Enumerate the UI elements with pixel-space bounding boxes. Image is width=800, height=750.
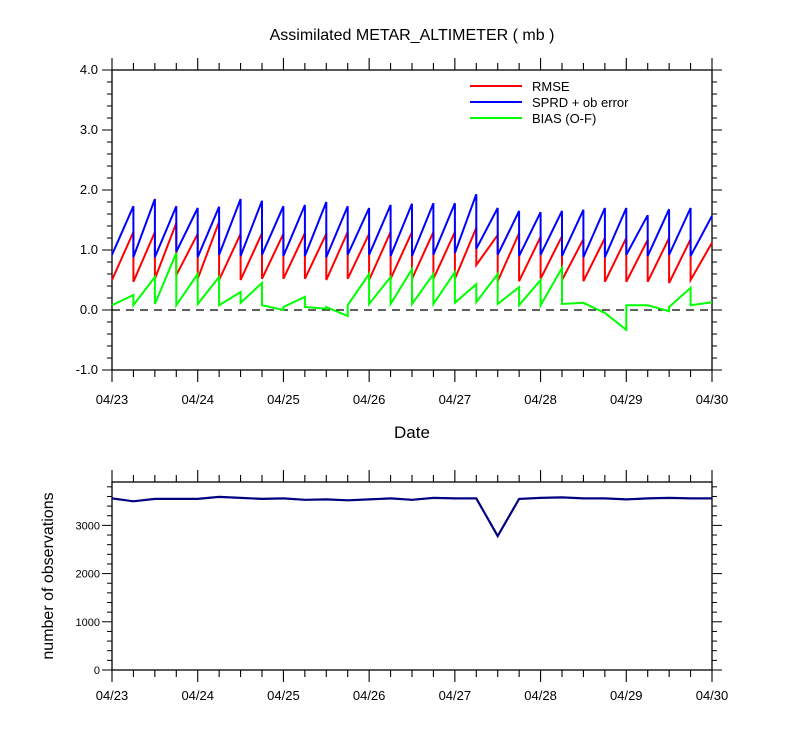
bottom-chart: 04/23 04/24 04/25 04/26 04/27 04/28 04/29 04/30… (40, 470, 728, 703)
top-chart-title: Assimilated METAR_ALTIMETER ( mb ) (270, 27, 555, 44)
x-tick-label: 04/29 (610, 392, 643, 407)
top-chart: Assimilated METAR_ALTIMETER ( mb ) 04/23… (76, 27, 729, 442)
top-chart-xlabel: Date (394, 423, 430, 442)
y-tick-label: 0.0 (80, 302, 98, 317)
top-chart-axes: 04/23 04/24 04/25 04/26 04/27 04/28 04/29 04/30… (76, 58, 729, 407)
y-tick-label: -1.0 (76, 362, 98, 377)
y-tick-label: 0 (94, 665, 100, 677)
x-tick-label: 04/28 (524, 392, 557, 407)
y-tick-label: 3.0 (80, 122, 98, 137)
y-tick-label: 2000 (76, 569, 100, 581)
y-tick-label: 4.0 (80, 62, 98, 77)
series-line-sprd-ob-error (111, 193, 713, 258)
x-tick-label: 04/27 (439, 688, 472, 703)
legend-label: SPRD + ob error (532, 95, 629, 110)
bottom-chart-ylabel: number of observations (40, 492, 57, 659)
legend-label: RMSE (532, 79, 570, 94)
y-tick-label: 1000 (76, 617, 100, 629)
x-tick-label: 04/23 (96, 392, 129, 407)
x-tick-label: 04/26 (353, 392, 386, 407)
x-tick-label: 04/28 (524, 688, 557, 703)
x-tick-label: 04/30 (696, 688, 729, 703)
x-tick-label: 04/24 (181, 392, 214, 407)
x-tick-label: 04/25 (267, 392, 300, 407)
legend-label: BIAS (O-F) (532, 111, 596, 126)
x-tick-label: 04/30 (696, 392, 729, 407)
series-line-number-of-observations (111, 495, 712, 539)
y-tick-label: 1.0 (80, 242, 98, 257)
top-chart-series (111, 193, 713, 332)
x-tick-label: 04/23 (96, 688, 129, 703)
y-tick-label: 2.0 (80, 182, 98, 197)
x-tick-label: 04/25 (267, 688, 300, 703)
y-tick-label: 3000 (76, 520, 100, 532)
plot-frame (111, 481, 713, 671)
series-line-bias-o-f (111, 252, 713, 332)
bottom-chart-series (111, 495, 712, 539)
x-tick-label: 04/27 (439, 392, 472, 407)
bottom-chart-axes: 04/23 04/24 04/25 04/26 04/27 04/28 04/29 04/30… (76, 470, 729, 703)
x-tick-label: 04/26 (353, 688, 386, 703)
x-tick-label: 04/24 (181, 688, 214, 703)
x-tick-label: 04/29 (610, 688, 643, 703)
